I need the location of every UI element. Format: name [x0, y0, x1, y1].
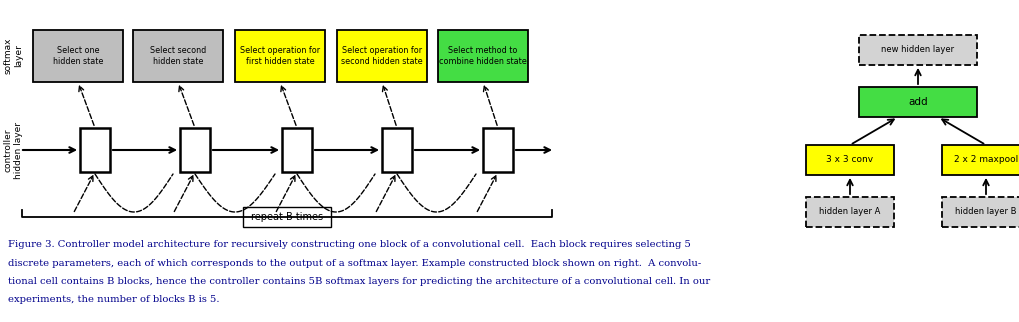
Bar: [483, 128, 513, 172]
Bar: [382, 128, 412, 172]
Bar: [942, 197, 1019, 227]
Text: repeat B times: repeat B times: [251, 212, 323, 222]
Bar: [806, 145, 894, 175]
Text: tional cell contains B blocks, hence the controller contains 5B softmax layers f: tional cell contains B blocks, hence the…: [8, 277, 710, 286]
Bar: [337, 30, 427, 82]
Text: new hidden layer: new hidden layer: [881, 45, 955, 54]
Text: Select operation for
second hidden state: Select operation for second hidden state: [341, 46, 423, 66]
Text: Figure 3. Controller model architecture for recursively constructing one block o: Figure 3. Controller model architecture …: [8, 240, 691, 249]
Text: 2 x 2 maxpool: 2 x 2 maxpool: [954, 156, 1018, 165]
Text: hidden layer B: hidden layer B: [955, 207, 1017, 216]
Text: experiments, the number of blocks B is 5.: experiments, the number of blocks B is 5…: [8, 296, 219, 305]
Bar: [438, 30, 528, 82]
Text: hidden layer A: hidden layer A: [819, 207, 880, 216]
Text: Select one
hidden state: Select one hidden state: [53, 46, 103, 66]
Bar: [133, 30, 223, 82]
Bar: [235, 30, 325, 82]
Text: controller
hidden layer: controller hidden layer: [3, 121, 22, 178]
Bar: [243, 207, 331, 227]
Bar: [859, 35, 977, 65]
Bar: [180, 128, 210, 172]
Text: Select method to
combine hidden state: Select method to combine hidden state: [439, 46, 527, 66]
Bar: [33, 30, 123, 82]
Text: Select second
hidden state: Select second hidden state: [150, 46, 206, 66]
Bar: [859, 87, 977, 117]
Text: add: add: [908, 97, 928, 107]
Bar: [81, 128, 110, 172]
Bar: [806, 197, 894, 227]
Text: softmax
layer: softmax layer: [3, 38, 22, 74]
Bar: [942, 145, 1019, 175]
Text: Select operation for
first hidden state: Select operation for first hidden state: [239, 46, 320, 66]
Text: discrete parameters, each of which corresponds to the output of a softmax layer.: discrete parameters, each of which corre…: [8, 259, 701, 268]
Bar: [282, 128, 312, 172]
Text: 3 x 3 conv: 3 x 3 conv: [826, 156, 873, 165]
